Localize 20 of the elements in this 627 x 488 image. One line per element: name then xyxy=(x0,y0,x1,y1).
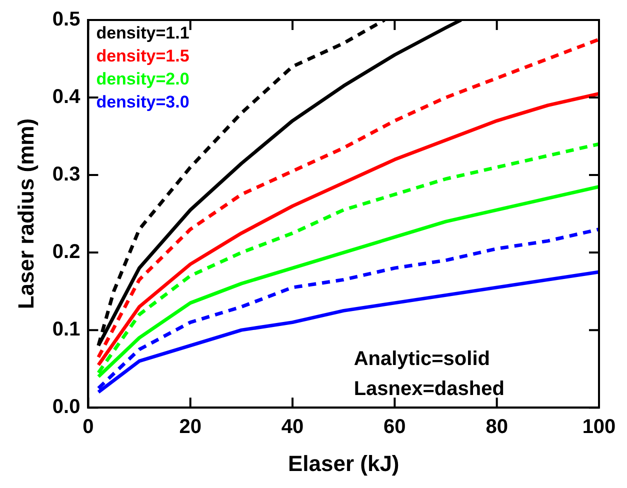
y-tick-label: 0.1 xyxy=(52,318,80,341)
y-tick-label: 0.0 xyxy=(52,396,80,418)
annotation: Analytic=solid xyxy=(354,348,490,370)
x-tick-label: 60 xyxy=(384,416,406,438)
y-tick-label: 0.5 xyxy=(52,8,80,31)
x-tick-label: 0 xyxy=(82,416,94,438)
x-tick-label: 20 xyxy=(179,416,202,438)
x-tick-label: 80 xyxy=(486,416,508,438)
x-axis-title: Elaser (kJ) xyxy=(288,450,400,476)
annotation: Lasnex=dashed xyxy=(354,378,504,400)
y-tick-label: 0.2 xyxy=(52,241,80,264)
x-tick-label: 100 xyxy=(582,416,616,438)
y-axis-title: Laser radius (mm) xyxy=(13,118,38,310)
x-tick-label: 40 xyxy=(281,416,304,438)
legend-label: density=1.1 xyxy=(96,24,190,43)
y-tick-label: 0.3 xyxy=(52,164,80,186)
text: density=3.0 xyxy=(96,92,190,112)
text: density=1.5 xyxy=(96,46,190,66)
y-tick-label: 0.4 xyxy=(52,86,82,108)
text: density=2.0 xyxy=(96,70,190,89)
